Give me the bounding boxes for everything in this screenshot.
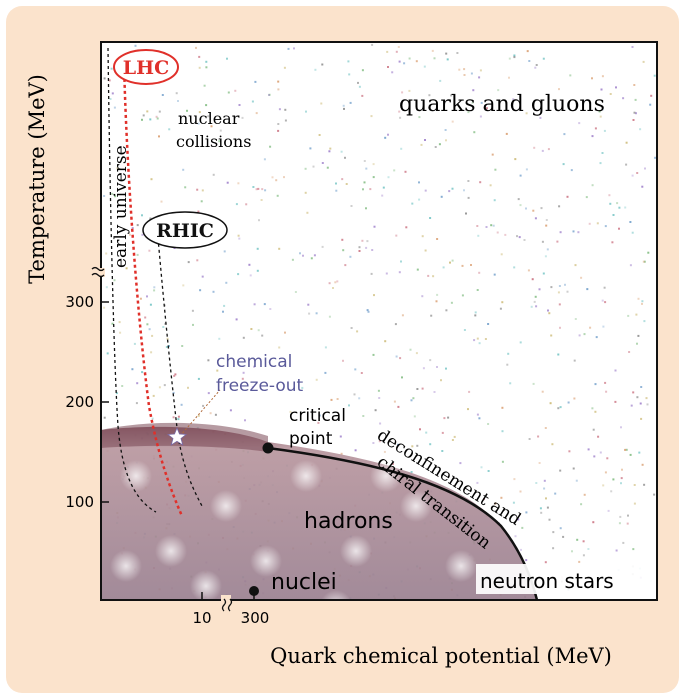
- neutron-stars-label-bg: [476, 564, 652, 594]
- y-axis-break-icon: [91, 266, 105, 278]
- rhic-badge: RHIC: [142, 211, 228, 249]
- critical-point-label: point: [289, 429, 333, 449]
- x-tick-label: 300: [241, 609, 270, 627]
- lhc-badge: LHC: [113, 49, 179, 85]
- hadron-region: [101, 422, 537, 600]
- y-tick-label: 300: [65, 293, 94, 311]
- early-universe-trajectory: [107, 47, 157, 513]
- nuclei-label: nuclei: [271, 570, 337, 595]
- quarks-gluons-label: quarks and gluons: [399, 92, 605, 117]
- critical-point-label: critical: [289, 406, 346, 426]
- x-axis-title: Quark chemical potential (MeV): [270, 644, 612, 668]
- freeze-out-star-icon: [166, 426, 188, 446]
- x-tick-label: 10: [192, 609, 211, 627]
- rhic-label: RHIC: [156, 220, 214, 242]
- neutron-stars-label: neutron stars: [480, 569, 614, 593]
- chemical-freeze-out-label: chemical: [216, 352, 292, 372]
- y-axis-title: Temperature (MeV): [25, 74, 49, 284]
- x-axis: 10 300: [192, 592, 269, 627]
- x-axis-break-icon: [221, 595, 233, 612]
- early-universe-label: early universe: [111, 145, 131, 268]
- nuclear-collisions-label: nuclear: [178, 109, 240, 128]
- plot-frame: [100, 41, 658, 601]
- lhc-trajectory: [122, 60, 184, 517]
- critical-point-marker: [262, 442, 274, 454]
- lhc-label: LHC: [123, 57, 169, 79]
- nuclei-marker: [249, 586, 259, 596]
- y-tick-label: 100: [65, 493, 94, 511]
- chemical-freeze-out-label: freeze-out: [216, 376, 304, 396]
- hadrons-label: hadrons: [304, 509, 393, 534]
- y-tick-label: 200: [65, 393, 94, 411]
- y-axis: 300 200 100: [65, 266, 109, 511]
- nuclear-collisions-label: collisions: [176, 132, 251, 151]
- figure-panel: 300 200 100 10 300 Quark chemical potent…: [6, 6, 679, 693]
